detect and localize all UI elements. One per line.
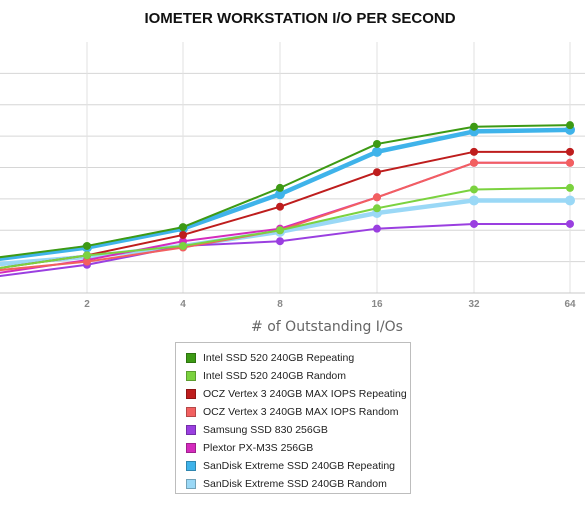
legend-swatch	[186, 389, 196, 399]
data-point	[276, 226, 284, 235]
legend-label: Plextor PX-M3S 256GB	[203, 442, 314, 454]
legend-item: Intel SSD 520 240GB Random	[186, 367, 410, 385]
data-point	[566, 158, 574, 167]
data-point	[83, 241, 91, 250]
x-tick-label: 2	[84, 299, 90, 310]
data-point	[566, 219, 574, 228]
legend-label: Intel SSD 520 240GB Repeating	[203, 352, 355, 364]
data-point	[566, 121, 574, 130]
legend-swatch	[186, 371, 196, 381]
x-tick-label: 64	[564, 299, 576, 310]
data-point	[276, 202, 284, 211]
data-point	[373, 193, 381, 202]
legend-label: OCZ Vertex 3 240GB MAX IOPS Random	[203, 406, 399, 418]
data-point	[275, 189, 285, 200]
data-point	[470, 185, 478, 194]
legend-item: SanDisk Extreme SSD 240GB Repeating	[186, 457, 410, 475]
legend-label: SanDisk Extreme SSD 240GB Random	[203, 478, 387, 490]
x-tick-label: 4	[180, 299, 186, 310]
chart-title: IOMETER WORKSTATION I/O PER SECOND	[144, 10, 455, 27]
x-axis-ticks: 2 4 8 16 32 64	[84, 299, 576, 310]
data-point	[470, 158, 478, 167]
legend-swatch	[186, 461, 196, 471]
legend-swatch	[186, 353, 196, 363]
legend-label: SanDisk Extreme SSD 240GB Repeating	[203, 460, 396, 472]
legend-item: OCZ Vertex 3 240GB MAX IOPS Repeating	[186, 385, 410, 403]
data-point	[373, 139, 381, 148]
data-point	[470, 147, 478, 156]
data-point	[276, 237, 284, 246]
legend: Intel SSD 520 240GB Repeating Intel SSD 5…	[175, 342, 411, 494]
legend-label: OCZ Vertex 3 240GB MAX IOPS Repeating	[203, 388, 407, 400]
legend-item: OCZ Vertex 3 240GB MAX IOPS Random	[186, 403, 410, 421]
x-tick-label: 8	[277, 299, 283, 310]
data-point	[373, 224, 381, 233]
legend-swatch	[186, 479, 196, 489]
data-point	[566, 183, 574, 192]
legend-item: Samsung SSD 830 256GB	[186, 421, 410, 439]
data-point	[566, 147, 574, 156]
legend-item: Plextor PX-M3S 256GB	[186, 439, 410, 457]
data-point	[373, 204, 381, 213]
data-point	[470, 219, 478, 228]
data-point	[179, 230, 187, 239]
data-point	[179, 241, 187, 250]
x-tick-label: 16	[371, 299, 383, 310]
legend-swatch	[186, 425, 196, 435]
data-point	[372, 146, 382, 157]
legend-swatch	[186, 443, 196, 453]
legend-item: Intel SSD 520 240GB Repeating	[186, 349, 410, 367]
x-tick-label: 32	[468, 299, 480, 310]
series-line	[0, 121, 574, 259]
series-lines	[0, 121, 575, 278]
data-point	[276, 183, 284, 192]
data-point	[565, 195, 575, 206]
legend-swatch	[186, 407, 196, 417]
legend-label: Samsung SSD 830 256GB	[203, 424, 328, 436]
legend-label: Intel SSD 520 240GB Random	[203, 370, 347, 382]
legend-item: SanDisk Extreme SSD 240GB Random	[186, 475, 410, 493]
data-point	[470, 122, 478, 131]
data-point	[469, 195, 479, 206]
x-axis-label: # of Outstanding I/Os	[251, 319, 403, 335]
data-point	[179, 223, 187, 232]
data-point	[83, 257, 91, 266]
data-point	[373, 168, 381, 177]
series-line	[0, 183, 574, 270]
data-point	[83, 251, 91, 260]
